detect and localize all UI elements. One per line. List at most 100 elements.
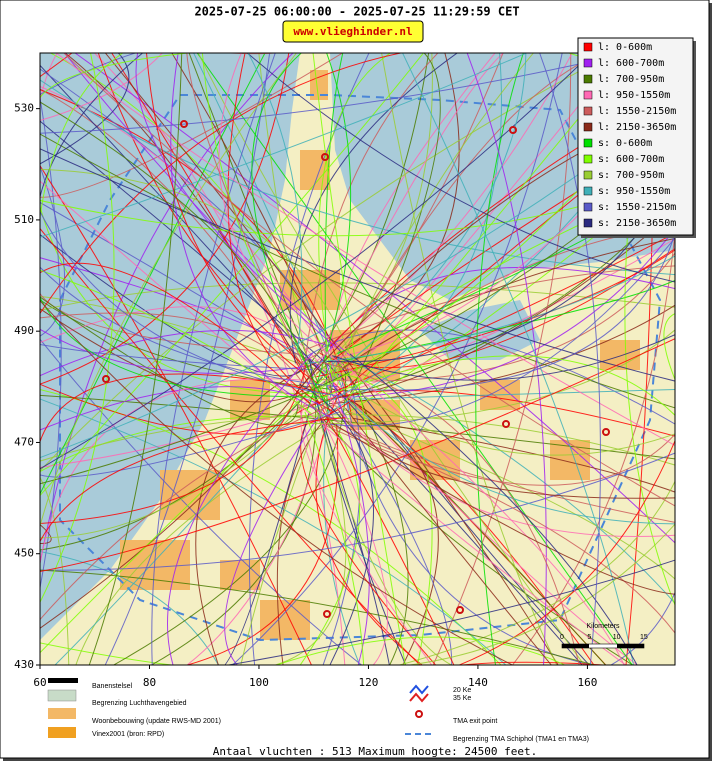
flight-track [231,53,563,665]
flight-track [40,53,344,198]
legend-label: l: 700-950m [598,74,664,85]
y-tick-label: 530 [14,102,34,115]
y-tick-label: 450 [14,547,34,560]
flight-track [40,53,194,99]
flight-track [40,269,312,415]
flight-track [342,237,675,369]
flight-track [251,53,326,403]
flight-track [402,53,634,665]
flight-track [457,661,611,665]
flight-track [663,313,675,381]
flight-track [75,410,351,665]
flight-track [339,211,675,398]
flight-track [338,372,433,665]
footer: Antaal vluchten : 513 Maximum hoogte: 24… [213,745,538,758]
flight-track [331,422,675,595]
flight-track [63,53,675,507]
y-tick-label: 470 [14,435,34,448]
ke20-symbol [409,684,429,695]
flight-track [381,53,558,665]
flight-track [352,417,675,493]
flight-track [40,399,345,621]
legend-label: s: 0-600m [598,138,652,149]
legend-swatch [583,186,593,196]
flight-track [135,53,340,351]
flight-track [345,407,552,665]
flight-track [40,282,675,311]
title: 2025-07-25 06:00:00 - 2025-07-25 11:29:5… [194,5,519,19]
flight-track [111,53,455,665]
flight-track [276,407,338,665]
flight-track [40,53,404,315]
flight-track [298,383,374,665]
flight-track [40,378,302,567]
legend-label: l: 0-600m [598,42,652,53]
flight-track [348,367,625,665]
flight-track [40,53,631,134]
legend-label: l: 950-1550m [598,90,670,101]
scale-bar: Kilometers 0 5 10 15 [560,623,648,649]
legend-swatch [583,170,593,180]
flight-track [305,266,675,389]
flight-track [40,53,425,497]
flight-track [221,53,280,55]
flight-track [63,53,354,359]
key-label: Vinex2001 (bron: RPD) [92,731,164,738]
legend-label: l: 600-700m [598,58,664,69]
x-tick-label: 80 [143,676,156,689]
flight-track [40,53,73,78]
legend-swatch [583,154,593,164]
flight-track [247,53,303,353]
flight-track [40,262,311,404]
flight-track [348,400,675,525]
flight-track [201,53,309,368]
legend-label: s: 2150-3650m [598,218,676,229]
flight-track [40,53,528,238]
flight-track [104,53,559,665]
site-badge [282,20,424,43]
map-border [39,52,676,666]
flight-track [40,101,313,380]
legend-swatch [583,106,593,116]
flight-track [40,164,313,665]
legend-label: s: 1550-2150m [598,202,676,213]
flight-track [227,53,334,413]
flight-track [324,422,675,634]
flight-track [224,406,326,665]
x-tick-label: 140 [468,676,488,689]
flight-track [609,591,675,665]
legend-swatch [583,74,593,84]
flight-track [40,53,593,470]
key: Banenstelsel Begrenzing Luchthavengebied… [47,678,589,743]
flight-track [40,476,70,665]
legend-label: l: 1550-2150m [598,106,676,117]
legend-swatch [583,138,593,148]
housing-swatch [48,708,76,719]
key-label: 20 Ke [453,687,471,694]
flight-track [40,328,310,374]
flight-track [314,359,675,456]
map: Kilometers 0 5 10 15 [40,53,675,665]
flight-track [295,390,675,523]
flight-track [40,53,298,528]
legend-swatch [583,122,593,132]
flight-track [301,329,675,425]
flight-track [40,414,675,466]
flight-track [349,353,638,665]
flight-track [314,53,502,409]
flight-track [40,417,346,543]
flight-track [300,398,433,665]
flight-track [337,408,675,499]
legend: l: 0-600m l: 600-700m l: 700-950m l: 950-15… [577,37,696,238]
x-tick-label: 100 [249,676,269,689]
flight-track [40,266,338,388]
flight-track [40,53,294,566]
flight-track [40,398,507,665]
flight-track [40,296,299,426]
flight-track [40,53,163,121]
flight-track [304,411,365,665]
flight-track [511,226,675,665]
flight-track [344,53,460,349]
x-tick-label: 60 [33,676,46,689]
